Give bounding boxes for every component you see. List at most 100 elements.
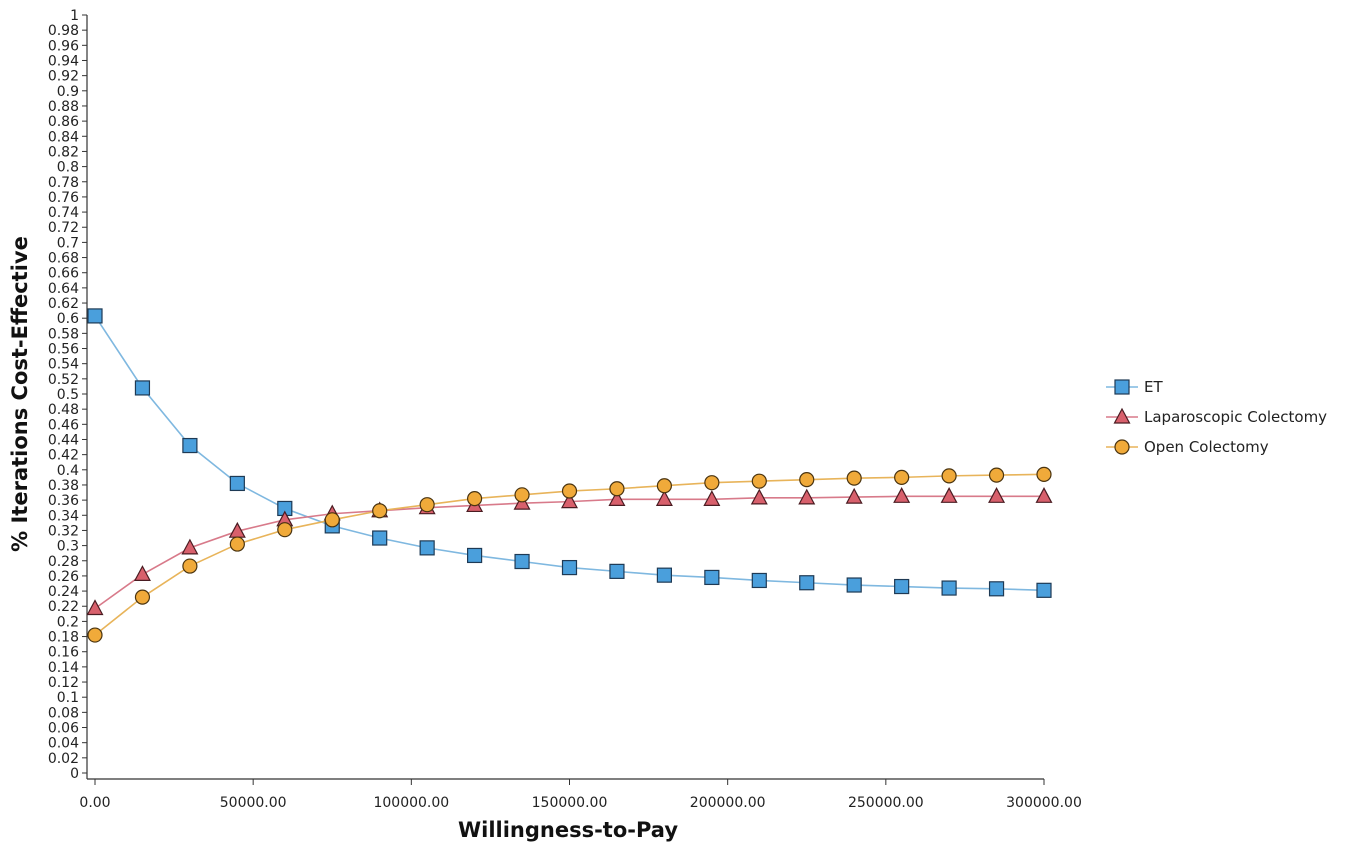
data-point-et	[87, 308, 103, 324]
data-point-laparoscopic-colectomy	[893, 487, 911, 503]
y-tick-label: 0.22	[48, 599, 79, 615]
data-point-open-colectomy	[988, 467, 1005, 483]
y-tick-label: 0.84	[48, 129, 79, 145]
data-point-et	[419, 540, 435, 556]
y-tick-label: 0.18	[48, 630, 79, 646]
y-tick-label: 0.12	[48, 675, 79, 691]
y-tick-label: 0.52	[48, 372, 79, 388]
y-tick-label: 0.58	[48, 326, 79, 342]
y-tick-label: 0.92	[48, 69, 79, 85]
y-tick-label: 0.2	[57, 614, 79, 630]
data-point-laparoscopic-colectomy	[845, 487, 863, 504]
data-point-laparoscopic-colectomy	[86, 599, 104, 616]
y-tick-label: 0.8	[57, 160, 79, 176]
y-tick-label: 0.88	[48, 99, 79, 115]
legend: ET Laparoscopic Colectomy Open Colectomy	[1106, 378, 1327, 456]
y-tick-label: 0.82	[48, 144, 79, 160]
data-point-et	[372, 530, 388, 546]
x-tick-label: 100000.00	[373, 795, 449, 811]
legend-label: Laparoscopic Colectomy	[1144, 408, 1327, 426]
data-point-open-colectomy	[134, 589, 151, 605]
legend-marker-laparoscopic-colectomy	[1113, 407, 1131, 424]
y-tick-label: 0.42	[48, 448, 79, 464]
y-tick-label: 0.44	[48, 432, 79, 448]
data-point-open-colectomy	[277, 522, 293, 538]
y-tick-label: 0.06	[48, 721, 79, 737]
data-point-open-colectomy	[419, 497, 435, 513]
y-tick-label: 0.66	[48, 266, 79, 282]
data-point-et	[894, 578, 910, 595]
y-tick-label: 0.4	[57, 463, 79, 479]
y-tick-label: 1	[70, 8, 79, 24]
data-point-open-colectomy	[467, 491, 483, 507]
data-point-et	[229, 475, 245, 492]
data-point-open-colectomy	[751, 473, 767, 489]
data-point-et	[1036, 582, 1052, 598]
x-tick-label: 300000.00	[1006, 795, 1082, 811]
y-tick-label: 0.86	[48, 114, 79, 130]
x-tick-label: 150000.00	[532, 795, 608, 811]
y-tick-label: 0.94	[48, 53, 79, 69]
y-tick-label: 0.26	[48, 569, 79, 585]
data-point-laparoscopic-colectomy	[1035, 487, 1053, 503]
data-point-open-colectomy	[182, 558, 198, 574]
data-point-open-colectomy	[514, 487, 530, 503]
y-tick-label: 0.62	[48, 296, 79, 312]
x-tick-label: 250000.00	[848, 795, 924, 811]
data-point-open-colectomy	[656, 478, 673, 494]
y-tick-label: 0.3	[57, 539, 79, 555]
data-point-laparoscopic-colectomy	[750, 488, 768, 505]
y-tick-label: 0.98	[48, 23, 79, 39]
data-point-open-colectomy	[1036, 466, 1052, 482]
y-tick-label: 0.9	[57, 84, 79, 100]
data-point-open-colectomy	[229, 536, 245, 552]
x-tick-label: 200000.00	[690, 795, 766, 811]
y-tick-label: 0.6	[57, 311, 79, 327]
data-point-open-colectomy	[87, 627, 103, 643]
y-tick-label: 0.56	[48, 342, 79, 358]
data-point-et	[751, 572, 767, 589]
data-point-laparoscopic-colectomy	[988, 487, 1006, 503]
legend-label: ET	[1144, 378, 1163, 396]
data-point-open-colectomy	[324, 512, 340, 528]
y-tick-label: 0.78	[48, 175, 79, 191]
data-point-laparoscopic-colectomy	[940, 487, 958, 503]
data-point-et	[704, 569, 720, 586]
data-point-laparoscopic-colectomy	[703, 490, 721, 506]
data-point-laparoscopic-colectomy	[655, 490, 673, 506]
data-point-laparoscopic-colectomy	[181, 538, 199, 555]
legend-label: Open Colectomy	[1144, 438, 1269, 456]
data-point-open-colectomy	[846, 470, 862, 486]
legend-marker-open-colectomy	[1114, 439, 1130, 455]
y-tick-label: 0.76	[48, 190, 79, 206]
y-tick-label: 0.34	[48, 508, 79, 524]
y-tick-label: 0.38	[48, 478, 79, 494]
y-tick-label: 0.32	[48, 523, 79, 539]
data-point-laparoscopic-colectomy	[798, 488, 816, 505]
data-point-open-colectomy	[799, 472, 815, 488]
legend-marker-et	[1114, 379, 1130, 395]
data-point-et	[799, 575, 815, 591]
y-tick-label: 0.36	[48, 493, 79, 509]
y-tick-label: 0.68	[48, 251, 79, 267]
data-point-et	[182, 437, 198, 454]
data-point-et	[846, 577, 862, 593]
y-tick-label: 0.96	[48, 38, 79, 54]
x-axis-title: Willingness-to-Pay	[458, 818, 678, 842]
data-point-open-colectomy	[561, 483, 578, 499]
y-tick-label: 0.46	[48, 417, 79, 433]
y-axis-title: % Iterations Cost-Effective	[8, 236, 32, 552]
data-point-et	[988, 581, 1005, 597]
data-point-open-colectomy	[894, 469, 910, 485]
y-tick-label: 0.24	[48, 584, 79, 600]
y-tick-label: 0.74	[48, 205, 79, 221]
x-tick-label: 50000.00	[220, 795, 287, 811]
data-point-et	[609, 563, 625, 579]
data-point-open-colectomy	[704, 475, 720, 491]
axes: 00.020.040.060.080.10.120.140.160.180.20…	[48, 8, 1082, 811]
y-tick-label: 0.7	[57, 235, 79, 251]
data-point-et	[561, 559, 578, 576]
data-point-open-colectomy	[372, 503, 388, 519]
y-tick-label: 0.14	[48, 660, 79, 676]
